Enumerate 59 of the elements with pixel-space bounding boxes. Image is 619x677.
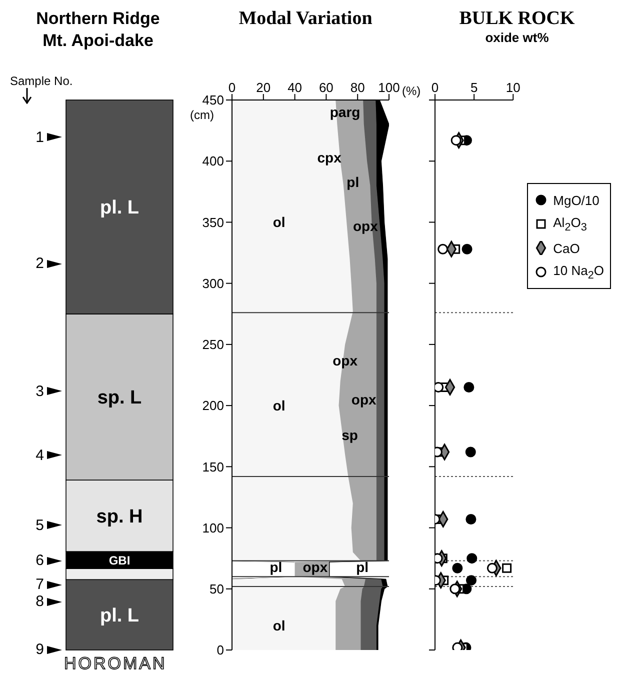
- annotation: opx: [332, 352, 358, 368]
- annotation: pl: [356, 558, 369, 575]
- text: pl. L: [100, 198, 140, 219]
- y-tick-label: 450: [202, 92, 224, 108]
- text: Mt. Apoi-dake: [42, 30, 154, 52]
- text: sp. L: [97, 388, 142, 409]
- annotation: ol: [272, 214, 286, 230]
- x-tick-label: 0: [228, 80, 236, 95]
- legend-label: 10 Na$_{2}$O: [553, 262, 604, 282]
- annotation: ol: [272, 398, 286, 414]
- text: 8: [34, 593, 44, 610]
- text: 5: [34, 516, 44, 534]
- annotation: sp: [342, 426, 358, 443]
- y-tick-label: 400: [202, 154, 224, 169]
- y-tick-label: 350: [202, 214, 224, 230]
- y-tick-label: 0: [216, 642, 224, 658]
- x-axis-title: (%): [402, 84, 421, 98]
- annotation: opx: [351, 391, 377, 408]
- x-tick-label: 10: [506, 80, 520, 95]
- text: GBI: [108, 553, 130, 568]
- chart-title: BULK ROCK: [458, 8, 576, 30]
- text: 9: [34, 641, 44, 658]
- text: 7: [34, 576, 44, 594]
- y-axis-title: (cm): [190, 108, 214, 122]
- chart-title: Modal Variation: [238, 8, 374, 30]
- x-tick-label: 0: [431, 80, 439, 95]
- legend-label: MgO/10: [553, 192, 600, 208]
- annotation: opx: [353, 218, 378, 234]
- y-tick-label: 150: [202, 459, 224, 474]
- text: pl. L: [100, 605, 140, 626]
- text: 6: [34, 552, 44, 570]
- text: Northern Ridge: [35, 8, 161, 30]
- text: HOROMAN: [64, 654, 167, 674]
- x-tick-label: 100: [378, 80, 400, 95]
- y-tick-label: 100: [202, 520, 224, 536]
- text: Sample No.: [10, 74, 74, 88]
- x-tick-label: 20: [256, 80, 271, 95]
- annotation: pl: [270, 558, 282, 575]
- y-tick-label: 250: [202, 337, 224, 352]
- x-tick-label: 60: [318, 80, 334, 95]
- y-tick-label: 200: [202, 398, 224, 414]
- text: 2: [34, 255, 44, 272]
- legend-label: Al$_{2}$O$_{3}$: [553, 214, 587, 234]
- legend-label: CaO: [553, 240, 580, 256]
- x-tick-label: 40: [288, 80, 302, 95]
- text: 1: [34, 128, 44, 146]
- annotation: pl: [346, 174, 360, 190]
- y-tick-label: 50: [210, 582, 224, 597]
- annotation: ol: [272, 618, 286, 634]
- x-tick-label: 80: [350, 80, 365, 95]
- text: sp. H: [96, 506, 143, 528]
- text: 3: [34, 382, 44, 400]
- chart-subtitle: oxide wt%: [484, 30, 550, 45]
- x-tick-label: 5: [470, 80, 478, 95]
- annotation: opx: [302, 558, 328, 575]
- text: 4: [34, 446, 44, 464]
- annotation: parg: [330, 104, 360, 120]
- y-tick-label: 300: [202, 276, 224, 291]
- annotation: cpx: [317, 149, 342, 166]
